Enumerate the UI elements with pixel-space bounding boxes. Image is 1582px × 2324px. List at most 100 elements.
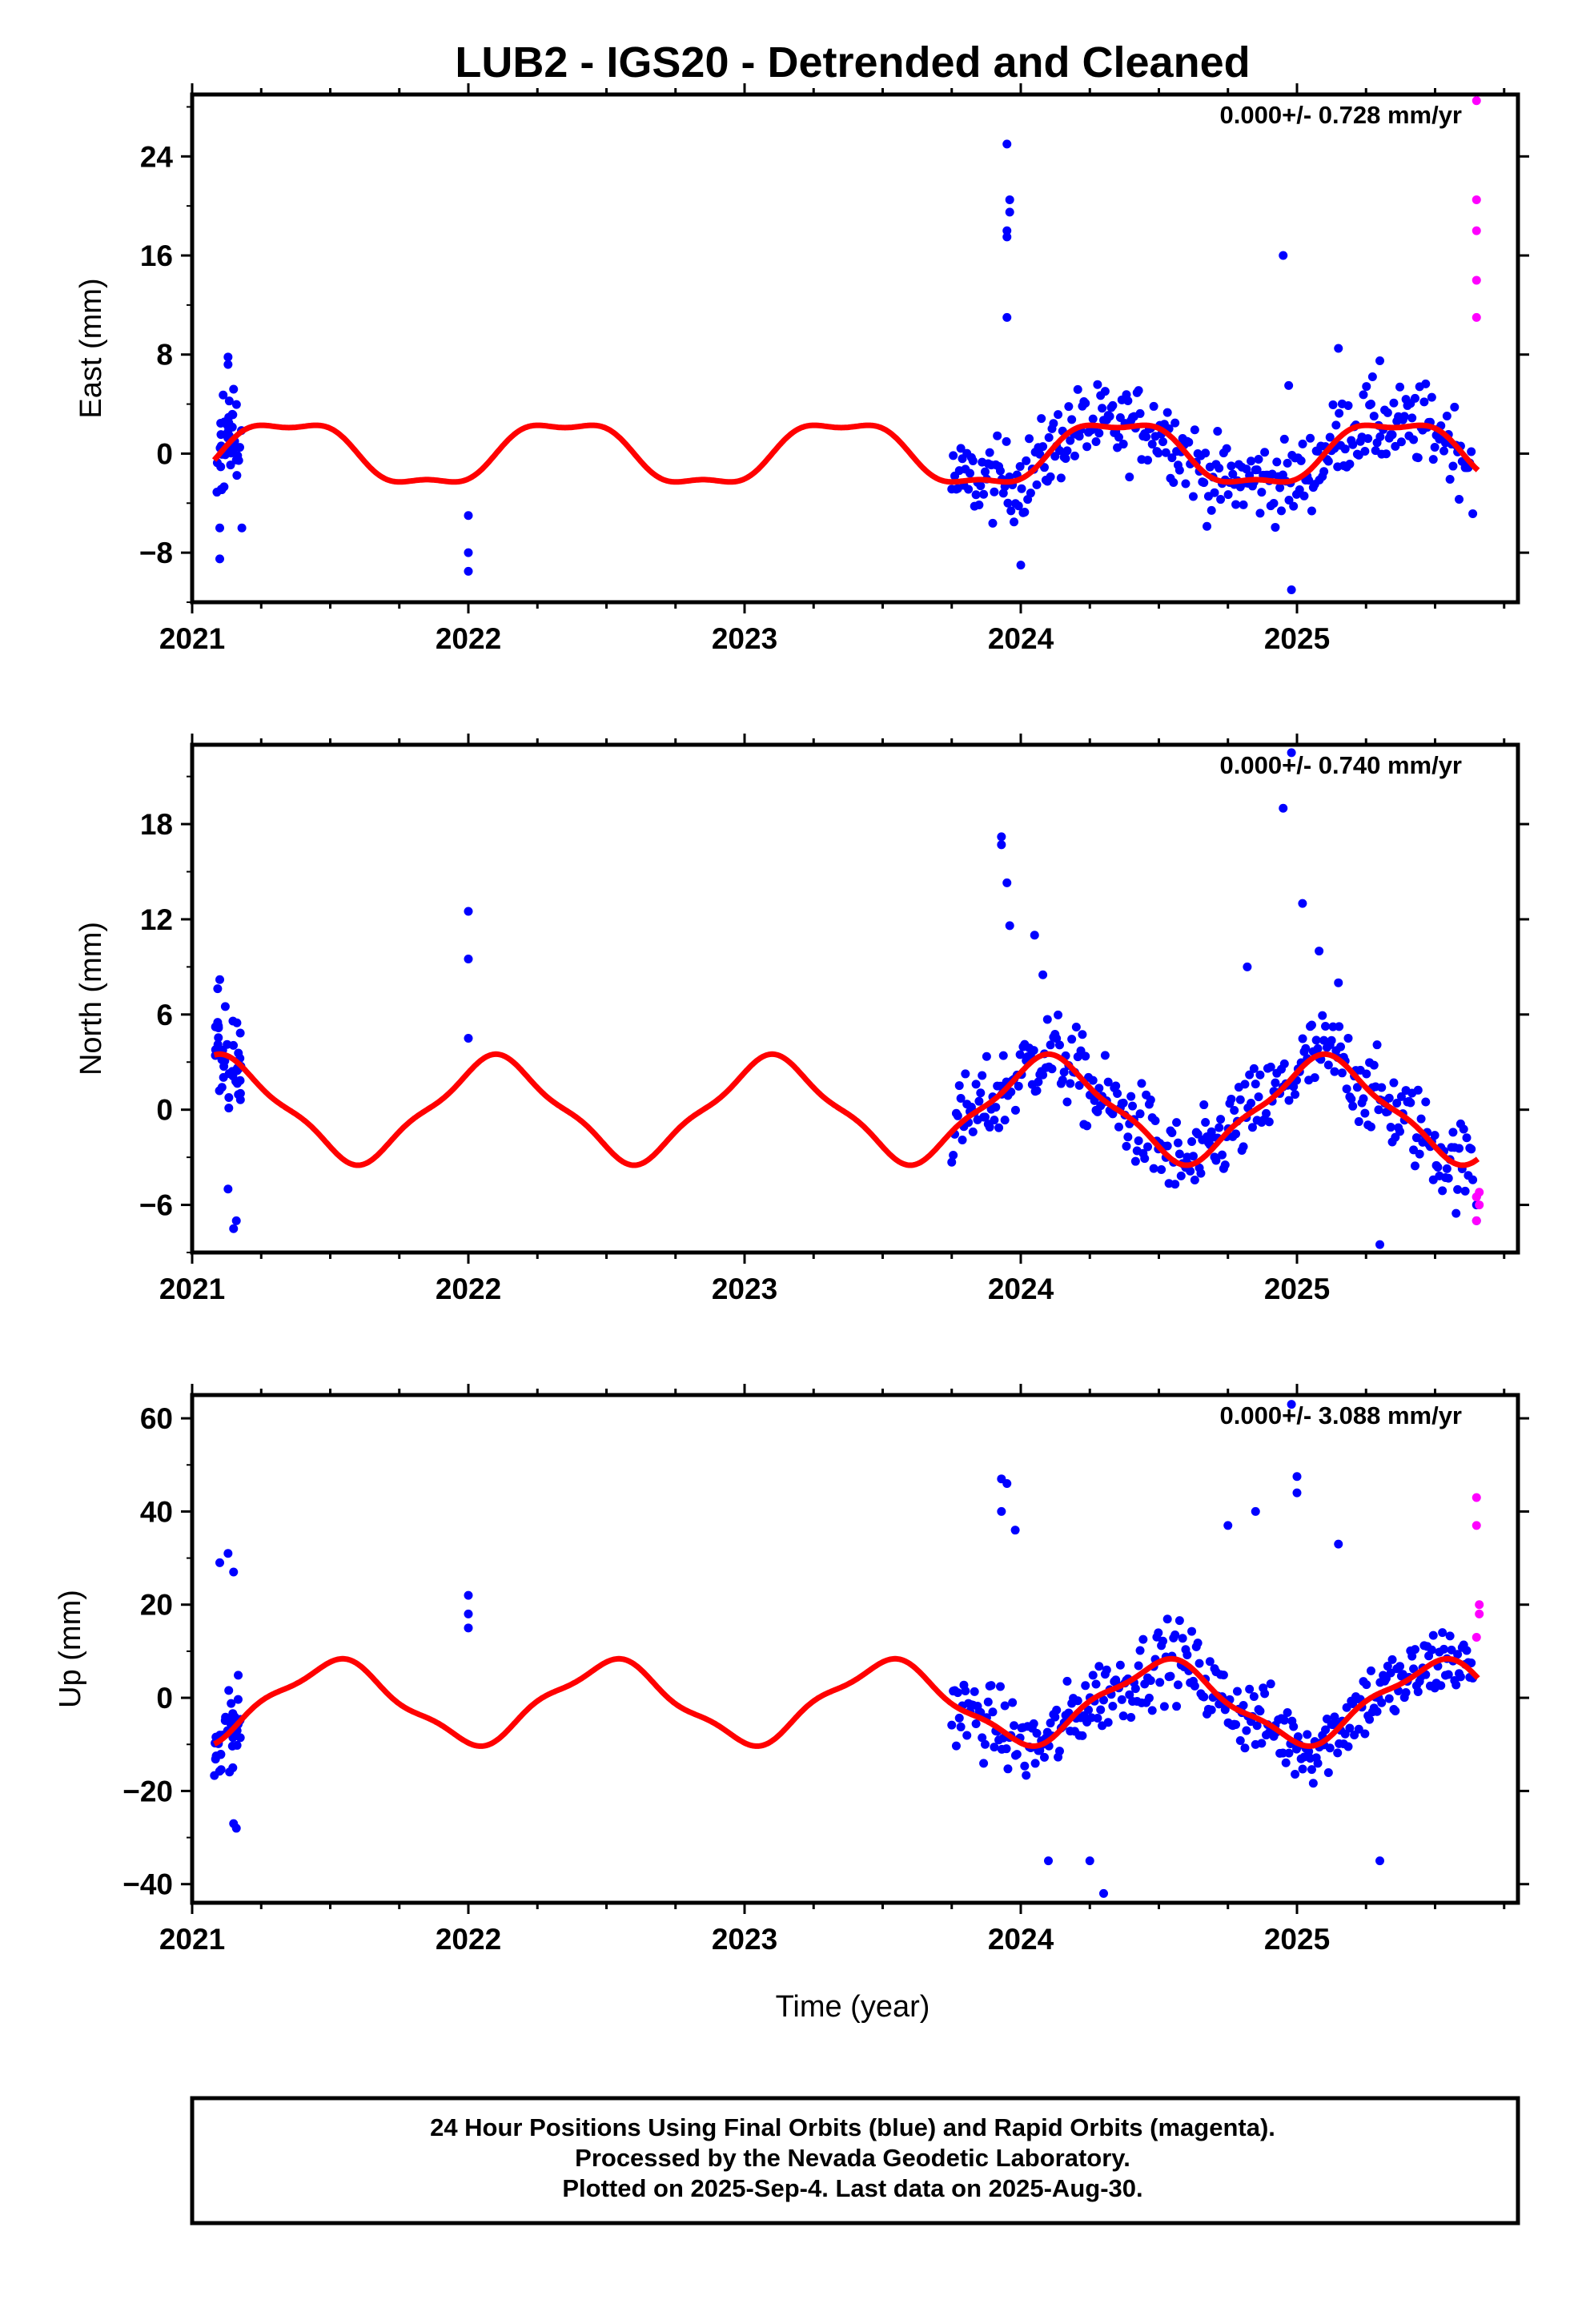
data-point <box>1342 1084 1351 1094</box>
outlier-point <box>1002 878 1012 887</box>
data-point <box>1284 1748 1294 1758</box>
x-tick-label: 2022 <box>436 622 501 655</box>
data-point <box>1264 1117 1274 1127</box>
data-point <box>1190 425 1199 435</box>
data-point <box>990 1116 999 1125</box>
data-point <box>1428 1630 1438 1640</box>
data-point <box>1020 507 1030 517</box>
data-point <box>954 1081 964 1091</box>
data-point <box>1062 1097 1072 1107</box>
data-point <box>1387 430 1397 440</box>
data-point <box>1220 1160 1230 1170</box>
outlier-point <box>997 832 1006 842</box>
data-point <box>1134 1136 1143 1146</box>
data-point <box>1462 1646 1472 1655</box>
data-point <box>1190 1681 1199 1691</box>
data-point <box>1372 1707 1382 1716</box>
x-tick-label: 2021 <box>159 1923 225 1956</box>
data-point <box>1247 1123 1257 1132</box>
data-point <box>1323 1768 1333 1778</box>
data-point <box>1430 1131 1439 1140</box>
data-point <box>1008 1698 1018 1707</box>
outlier-point <box>1279 251 1288 260</box>
rapid-point <box>1472 226 1481 235</box>
data-point <box>1144 1693 1154 1703</box>
data-point <box>1159 1702 1169 1711</box>
data-point <box>221 1712 231 1722</box>
data-point <box>1150 1116 1160 1125</box>
data-point <box>1215 464 1224 473</box>
data-point <box>1201 448 1211 458</box>
data-point <box>1304 1747 1314 1756</box>
outlier-point <box>223 1549 233 1558</box>
data-point <box>1010 1721 1019 1731</box>
data-point <box>1078 1030 1087 1039</box>
data-point <box>1096 1705 1106 1715</box>
x-tick-label: 2021 <box>159 1273 225 1305</box>
data-point <box>1433 1162 1443 1172</box>
data-point <box>974 1096 984 1106</box>
data-point <box>1295 485 1304 495</box>
data-point <box>1020 1761 1030 1771</box>
data-point <box>1118 1098 1128 1108</box>
rapid-point <box>1472 1216 1481 1225</box>
data-point <box>1313 1759 1323 1768</box>
data-point <box>1155 1678 1165 1687</box>
data-point <box>1196 1168 1206 1178</box>
data-point <box>1052 1034 1062 1043</box>
data-point <box>1135 1109 1145 1119</box>
data-point <box>1410 1645 1419 1655</box>
data-point <box>1061 453 1070 463</box>
rapid-point <box>1475 1600 1484 1610</box>
data-point <box>1442 1164 1452 1173</box>
data-point <box>1257 488 1267 497</box>
data-point <box>971 490 981 500</box>
data-point <box>1443 1173 1453 1183</box>
outlier-point <box>231 1216 241 1225</box>
outlier-point <box>464 954 473 963</box>
data-point <box>214 1033 223 1043</box>
data-point <box>962 1731 972 1740</box>
data-point <box>1169 478 1178 488</box>
data-point <box>1039 463 1049 472</box>
y-tick-label: 18 <box>140 808 173 841</box>
data-point <box>1439 1644 1449 1654</box>
data-point <box>1058 1076 1067 1085</box>
data-point <box>1178 1634 1187 1643</box>
data-point <box>1067 1035 1077 1044</box>
data-point <box>1219 1671 1228 1680</box>
data-point <box>1167 1128 1177 1137</box>
data-point <box>1291 1769 1300 1779</box>
data-point <box>1384 1694 1394 1703</box>
data-point <box>1149 1164 1158 1173</box>
data-point <box>214 1021 223 1031</box>
data-point <box>1100 387 1110 396</box>
data-point <box>988 1707 998 1717</box>
data-point <box>1162 1141 1172 1151</box>
data-point <box>1094 1084 1104 1093</box>
data-point <box>228 1733 238 1743</box>
data-point <box>1389 1078 1399 1088</box>
outlier-point <box>1038 970 1048 979</box>
data-point <box>1232 1687 1242 1696</box>
data-point <box>1360 1729 1370 1739</box>
data-point <box>1046 1719 1055 1728</box>
x-tick-label: 2022 <box>436 1273 501 1305</box>
data-point <box>1039 1752 1049 1762</box>
data-point <box>215 1767 224 1776</box>
data-point <box>1081 1051 1090 1061</box>
data-point <box>966 468 975 478</box>
outlier-point <box>1085 1856 1094 1866</box>
outlier-point <box>1279 803 1288 813</box>
outlier-point <box>1030 931 1039 940</box>
y-tick-label: 8 <box>156 339 173 372</box>
data-point <box>1395 382 1405 392</box>
data-point <box>1369 1060 1379 1070</box>
data-point <box>1049 419 1058 428</box>
rapid-point <box>1472 1521 1481 1530</box>
data-point <box>971 1719 981 1729</box>
data-point <box>1222 444 1231 453</box>
data-point <box>1035 449 1045 459</box>
x-tick-label: 2025 <box>1264 1273 1330 1305</box>
data-point <box>1034 1077 1043 1087</box>
